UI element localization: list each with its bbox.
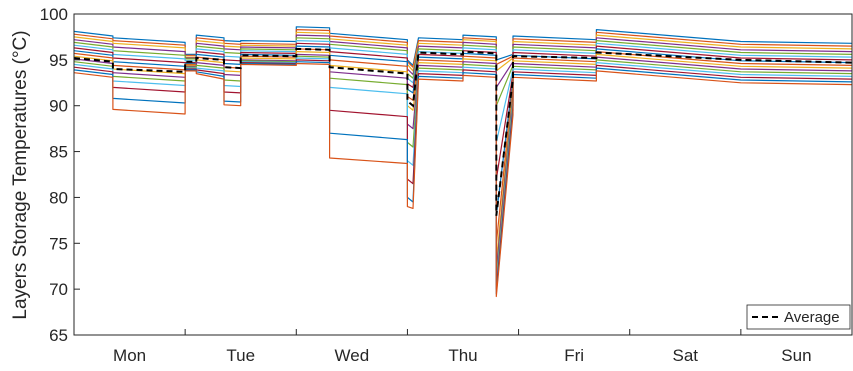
- y-tick-label: 70: [49, 280, 68, 299]
- x-tick-label-thu: Thu: [448, 346, 477, 365]
- x-tick-label-wed: Wed: [335, 346, 370, 365]
- x-axis: Mon Tue Wed Thu Fri Sat Sun: [113, 329, 812, 365]
- average-series-line: [74, 47, 852, 216]
- x-tick-label-sun: Sun: [781, 346, 811, 365]
- y-tick-label: 75: [49, 234, 68, 253]
- y-axis-title: Layers Storage Temperatures (°C): [10, 30, 31, 319]
- x-tick-label-fri: Fri: [564, 346, 584, 365]
- layer-series-line-16: [74, 62, 852, 298]
- y-tick-label: 85: [49, 143, 68, 162]
- y-tick-label: 80: [49, 188, 68, 207]
- x-tick-label-tue: Tue: [226, 346, 255, 365]
- x-tick-label-sat: Sat: [673, 346, 699, 365]
- y-tick-label: 65: [49, 326, 68, 345]
- y-tick-label: 100: [40, 5, 68, 24]
- y-axis: 65 70 75 80 85 90 95 100: [40, 5, 80, 345]
- legend-average-label: Average: [784, 309, 840, 326]
- plot-frame: [73, 13, 853, 336]
- y-tick-label: 90: [49, 97, 68, 116]
- legend: Average: [746, 304, 851, 330]
- x-tick-label-mon: Mon: [113, 346, 146, 365]
- average-layer: [74, 47, 852, 216]
- y-tick-label: 95: [49, 51, 68, 70]
